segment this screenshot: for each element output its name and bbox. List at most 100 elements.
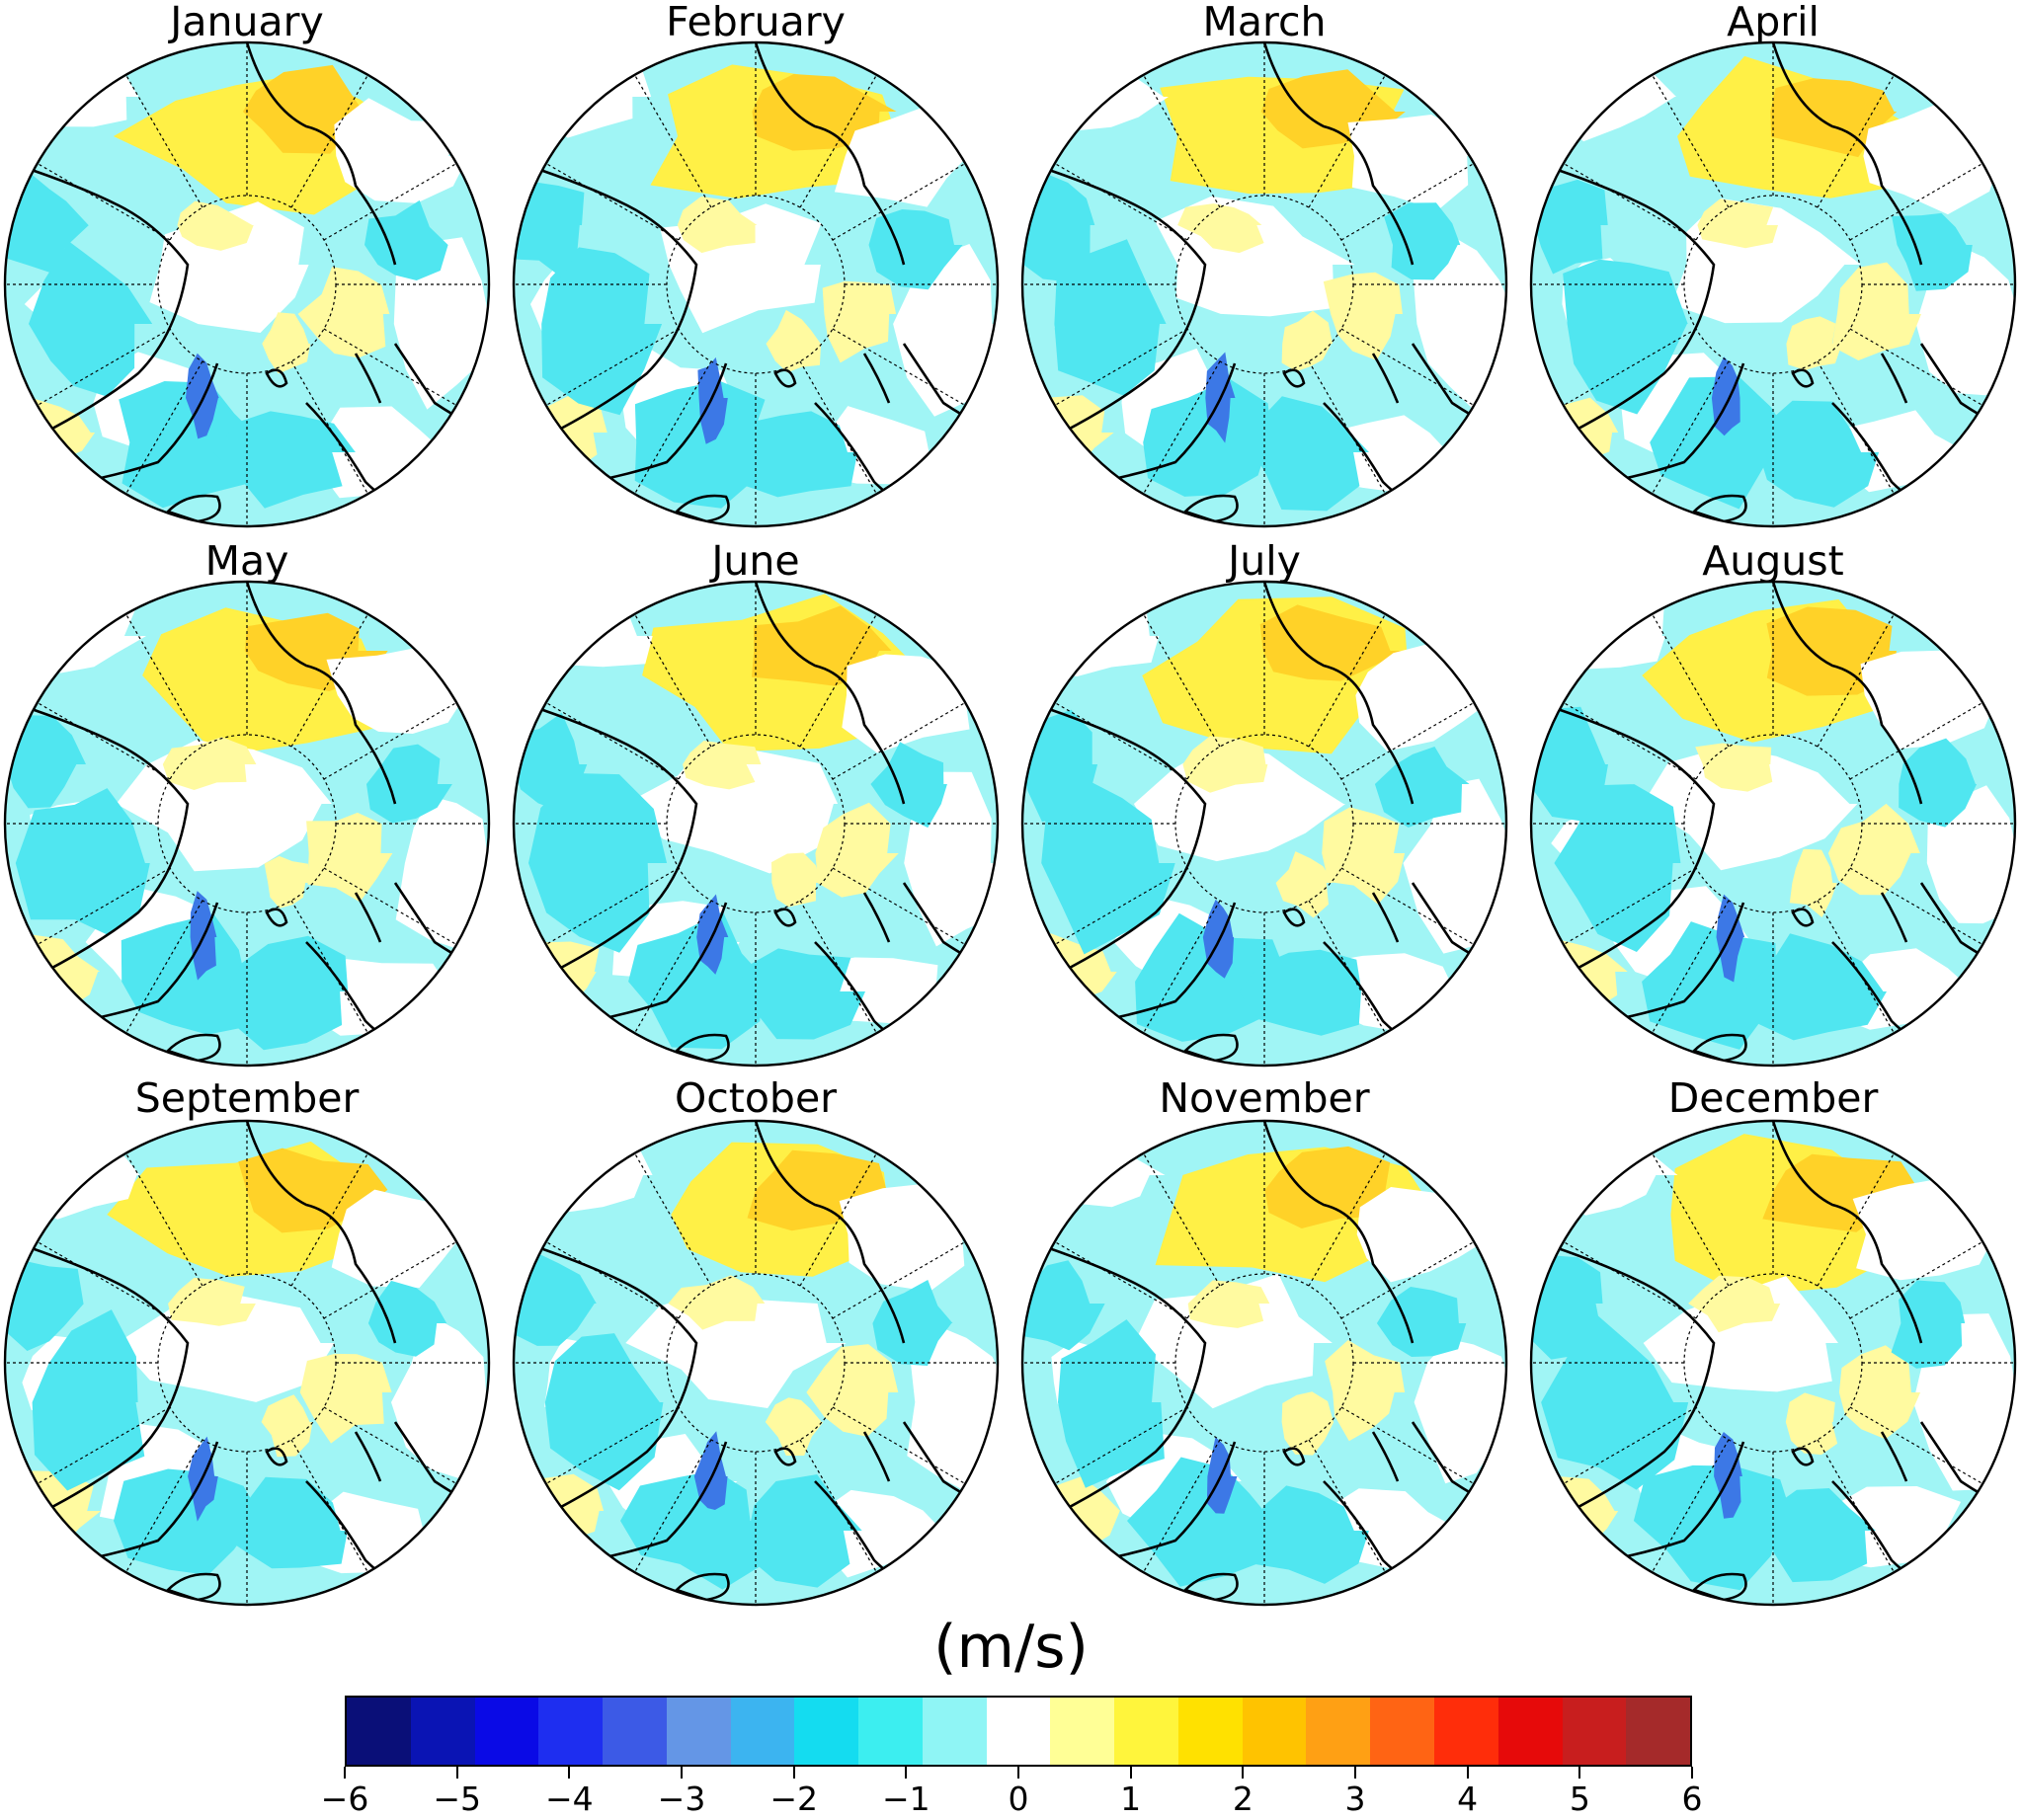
graticule (5, 1121, 489, 1605)
graticule (1531, 582, 2015, 1066)
panel-title: December (1667, 1074, 1879, 1122)
map-field (514, 1121, 998, 1605)
colorbar-tick-label: 6 (1681, 1780, 1703, 1818)
coastlines (1531, 582, 2015, 1066)
colorbar-tick-label: 0 (1008, 1780, 1029, 1818)
colorbar-tick-label: 1 (1120, 1780, 1142, 1818)
graticule (1531, 42, 2015, 526)
colorbar-tick-label: 5 (1569, 1780, 1590, 1818)
panel-title: July (1228, 537, 1301, 585)
colorbar-swatch (1370, 1698, 1435, 1765)
colorbar-swatch (986, 1698, 1051, 1765)
map-boundary (512, 1119, 1000, 1607)
panel-title: June (711, 537, 800, 585)
polar-map (1020, 40, 1508, 528)
colorbar-swatch (1050, 1698, 1115, 1765)
map-boundary (1020, 40, 1508, 528)
map-field (1531, 42, 2015, 526)
polar-map (1529, 580, 2017, 1068)
graticule (1531, 1121, 2015, 1605)
polar-map (512, 1119, 1000, 1607)
panel-title: September (134, 1074, 360, 1122)
map-boundary (512, 580, 1000, 1068)
map-boundary (3, 1119, 491, 1607)
colorbar-swatch (1562, 1698, 1627, 1765)
polar-map (3, 40, 491, 528)
colorbar-swatch (410, 1698, 475, 1765)
colorbar-swatch (1177, 1698, 1243, 1765)
colorbar-swatch (922, 1698, 987, 1765)
colorbar-tick (681, 1767, 683, 1779)
map-boundary (1020, 580, 1508, 1068)
colorbar-swatch (538, 1698, 604, 1765)
polar-map (1529, 40, 2017, 528)
graticule (1022, 1121, 1506, 1605)
colorbar-tick (1129, 1767, 1132, 1779)
colorbar-swatch (666, 1698, 731, 1765)
polar-map (1020, 580, 1508, 1068)
colorbar-tick-label: −2 (769, 1780, 818, 1818)
polar-map (3, 580, 491, 1068)
colorbar-swatch (730, 1698, 795, 1765)
colorbar-swatch (1626, 1698, 1691, 1765)
colorbar-tick (1017, 1767, 1019, 1779)
colorbar-swatch (1242, 1698, 1307, 1765)
colorbar-swatch (474, 1698, 539, 1765)
colorbar-swatch (1306, 1698, 1371, 1765)
colorbar-tick-label: −1 (882, 1780, 930, 1818)
map-boundary (512, 40, 1000, 528)
colorbar-tick (568, 1767, 571, 1779)
colorbar-swatch (1114, 1698, 1178, 1765)
panel-title: January (170, 0, 324, 45)
map-field (1531, 582, 2015, 1066)
panel-title: October (674, 1074, 838, 1122)
map-field (5, 1121, 489, 1605)
colorbar-swatch (603, 1698, 667, 1765)
panel-title: November (1159, 1074, 1370, 1122)
graticule (514, 42, 998, 526)
graticule (1022, 582, 1506, 1066)
colorbar-tick-label: −5 (433, 1780, 481, 1818)
polar-map (512, 580, 1000, 1068)
polar-map (512, 40, 1000, 528)
colorbar-swatch (347, 1698, 411, 1765)
graticule (514, 1121, 998, 1605)
colorbar-tick-label: −3 (657, 1780, 706, 1818)
colorbar-tick (905, 1767, 908, 1779)
map-field (1531, 1121, 2015, 1605)
map-boundary (1529, 1119, 2017, 1607)
graticule (514, 582, 998, 1066)
map-boundary (1020, 1119, 1508, 1607)
polar-map (3, 1119, 491, 1607)
map-boundary (3, 40, 491, 528)
colorbar-unit-label: (m/s) (933, 1613, 1089, 1682)
graticule (5, 42, 489, 526)
graticule (5, 582, 489, 1066)
panel-title: March (1202, 0, 1327, 45)
map-field (1022, 1121, 1506, 1605)
colorbar-tick (1242, 1767, 1245, 1779)
colorbar-tick (1466, 1767, 1469, 1779)
colorbar-tick (1578, 1767, 1581, 1779)
colorbar-tick (344, 1767, 346, 1779)
map-boundary (1529, 580, 2017, 1068)
colorbar-tick-label: 4 (1457, 1780, 1479, 1818)
map-field (514, 42, 998, 526)
map-boundary (1529, 40, 2017, 528)
colorbar-swatch (1434, 1698, 1498, 1765)
polar-map (1529, 1119, 2017, 1607)
panel-title: February (666, 0, 846, 45)
colorbar-swatch (1497, 1698, 1563, 1765)
polar-map (1020, 1119, 1508, 1607)
colorbar-tick-label: −6 (320, 1780, 369, 1818)
panel-title: August (1702, 537, 1844, 585)
panel-title: April (1727, 0, 1820, 45)
colorbar-tick-label: 2 (1232, 1780, 1254, 1818)
colorbar-tick-label: −4 (545, 1780, 594, 1818)
map-field (1022, 42, 1506, 526)
colorbar (345, 1696, 1692, 1767)
colorbar-swatch (858, 1698, 923, 1765)
colorbar-tick (1354, 1767, 1356, 1779)
map-boundary (3, 580, 491, 1068)
